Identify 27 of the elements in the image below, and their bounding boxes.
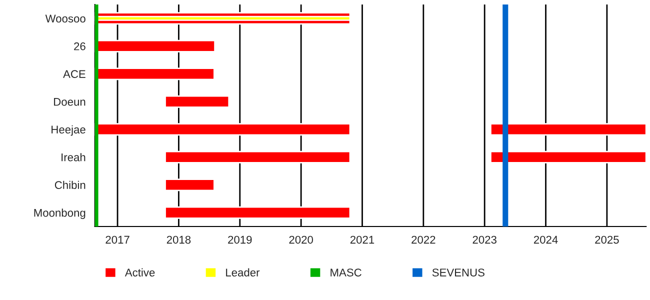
x-tick-label: 2025: [595, 236, 619, 244]
bar: [164, 150, 351, 164]
x-tick-label: 2024: [534, 236, 558, 244]
y-tick-label: Woosoo: [45, 14, 86, 23]
x-tick-label: 2022: [412, 236, 436, 244]
x-tick-label: 2019: [228, 236, 252, 244]
x-tick-label: 2018: [166, 236, 191, 244]
y-tick-label: ACE: [63, 70, 86, 78]
legend-label: Leader: [226, 268, 260, 276]
y-tick-label: Chibin: [54, 180, 86, 190]
bar: [164, 178, 215, 192]
x-tick-label: 2020: [289, 236, 313, 244]
x-tick-label: 2023: [472, 236, 496, 244]
legend-label: SEVENUS: [432, 268, 484, 276]
y-tick-label: Ireah: [62, 153, 86, 162]
y-tick-label: Doeun: [54, 98, 86, 106]
bar: [490, 150, 646, 164]
x-tick-label: 2021: [350, 236, 374, 244]
y-tick-label: Moonbong: [34, 208, 86, 219]
x-tick-label: 2017: [106, 236, 130, 244]
legend-label: Active: [124, 268, 155, 276]
legend-label: MASC: [330, 268, 362, 276]
bar: [164, 206, 351, 219]
bar: [490, 123, 646, 136]
y-tick-label: 26: [74, 42, 86, 50]
bar: [164, 95, 230, 108]
y-tick-label: Heejae: [52, 125, 86, 136]
